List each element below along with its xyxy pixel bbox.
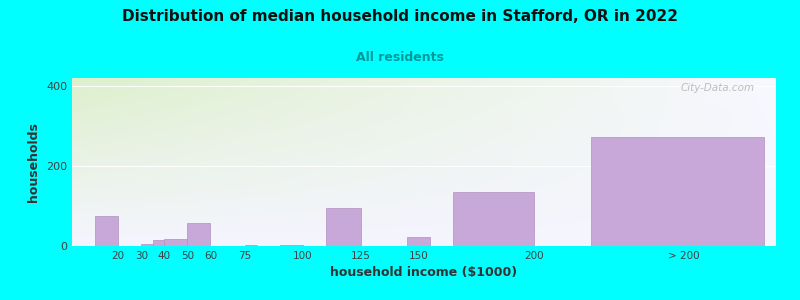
Bar: [326, 208, 361, 246]
Bar: [591, 137, 765, 246]
Bar: [164, 239, 187, 246]
Bar: [187, 223, 210, 246]
Bar: [142, 244, 153, 246]
Y-axis label: households: households: [27, 122, 41, 202]
Text: Distribution of median household income in Stafford, OR in 2022: Distribution of median household income …: [122, 9, 678, 24]
Bar: [280, 245, 303, 246]
Bar: [406, 237, 430, 246]
Bar: [245, 245, 257, 246]
X-axis label: household income ($1000): household income ($1000): [330, 266, 518, 279]
Text: City-Data.com: City-Data.com: [681, 83, 755, 93]
Bar: [153, 240, 164, 246]
Text: All residents: All residents: [356, 51, 444, 64]
Bar: [95, 216, 118, 246]
Bar: [453, 192, 534, 246]
